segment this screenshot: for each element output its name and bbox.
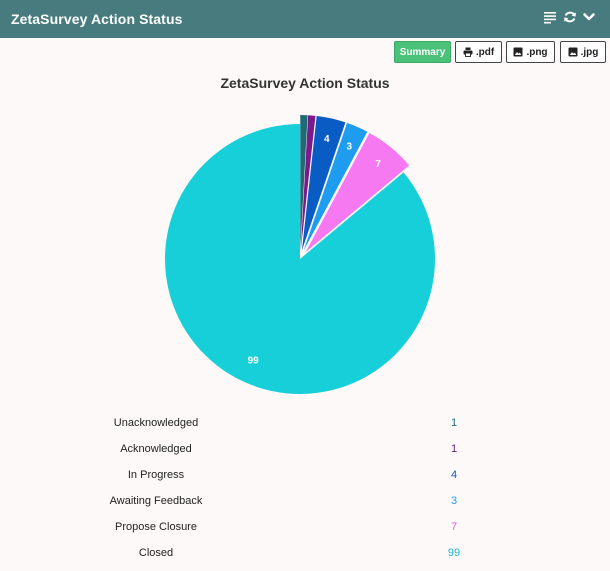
- summary-label: Summary: [399, 46, 446, 58]
- legend-row: Unacknowledged 1: [0, 417, 610, 437]
- pie-data-label: 4: [324, 134, 330, 145]
- legend-label: Propose Closure: [115, 521, 197, 533]
- pie-slice-propose-closure[interactable]: [305, 133, 410, 253]
- jpg-label: .jpg: [580, 46, 599, 58]
- legend-value: 3: [450, 495, 458, 507]
- pie-slice-closed[interactable]: [165, 124, 435, 395]
- legend-value: 1: [450, 417, 458, 429]
- chevron-down-icon[interactable]: [582, 9, 596, 25]
- legend-label: Acknowledged: [120, 443, 192, 455]
- image-icon: [568, 47, 578, 57]
- legend-label: Unacknowledged: [113, 417, 199, 429]
- image-icon: [513, 47, 523, 57]
- pdf-label: .pdf: [475, 46, 495, 58]
- printer-icon: [463, 47, 473, 57]
- panel-title: ZetaSurvey Action Status: [11, 11, 183, 27]
- jpg-button[interactable]: .jpg: [560, 41, 606, 63]
- pie-slice-awaiting-feedback[interactable]: [303, 122, 368, 251]
- legend-value: 4: [450, 469, 458, 481]
- panel-header: ZetaSurvey Action Status: [0, 0, 610, 38]
- list-icon[interactable]: [543, 9, 557, 25]
- legend-row: Propose Closure 7: [0, 521, 610, 541]
- pie-slice-in-progress[interactable]: [301, 116, 346, 251]
- summary-button[interactable]: Summary: [394, 41, 451, 63]
- legend-row: In Progress 4: [0, 469, 610, 489]
- legend-row: Awaiting Feedback 3: [0, 495, 610, 515]
- png-label: .png: [526, 46, 548, 58]
- legend-label: Closed: [138, 547, 174, 559]
- legend-label: In Progress: [127, 469, 185, 481]
- pie-data-label: 99: [248, 355, 260, 366]
- chart-title: ZetaSurvey Action Status: [220, 75, 390, 91]
- pie-slice-unacknowledged[interactable]: [300, 115, 308, 251]
- pdf-button[interactable]: .pdf: [455, 41, 502, 63]
- pie-data-label: 7: [375, 159, 381, 170]
- legend-row: Closed 99: [0, 547, 610, 567]
- legend-label: Awaiting Feedback: [109, 495, 203, 507]
- legend-value: 99: [447, 547, 461, 559]
- legend-row: Acknowledged 1: [0, 443, 610, 463]
- legend-value: 1: [450, 443, 458, 455]
- refresh-icon[interactable]: [563, 9, 577, 25]
- pie-slice-acknowledged[interactable]: [300, 115, 316, 251]
- pie-data-label: 3: [347, 141, 353, 152]
- pie-chart: 4 3 7 99: [165, 115, 435, 395]
- png-button[interactable]: .png: [506, 41, 555, 63]
- legend-value: 7: [450, 521, 458, 533]
